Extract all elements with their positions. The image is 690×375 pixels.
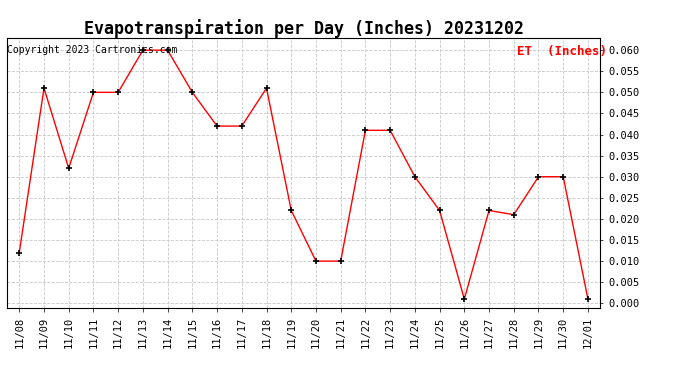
Text: ET  (Inches): ET (Inches) [518,45,607,58]
Text: Evapotranspiration per Day (Inches) 20231202: Evapotranspiration per Day (Inches) 2023… [83,19,524,38]
Text: Copyright 2023 Cartronics.com: Copyright 2023 Cartronics.com [7,45,177,55]
